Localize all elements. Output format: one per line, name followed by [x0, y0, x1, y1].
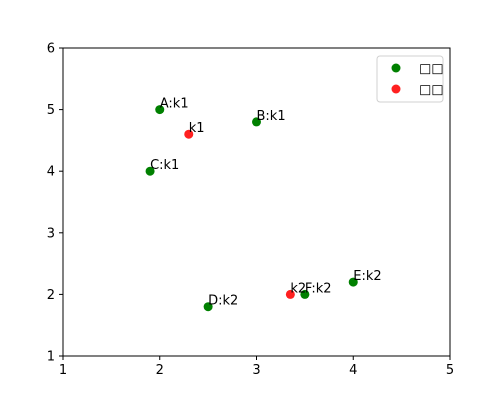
- point-label: k2: [290, 281, 306, 296]
- data-point-series-0: [300, 289, 310, 299]
- x-tick-label: 2: [156, 363, 164, 378]
- data-point-series-0: [145, 166, 155, 176]
- data-point-series-0: [155, 105, 165, 115]
- point-label: A:k1: [160, 97, 189, 112]
- y-tick-label: 5: [47, 103, 55, 118]
- y-tick-label: 2: [47, 288, 55, 303]
- data-point-series-1: [184, 129, 194, 139]
- legend: □□ □□: [376, 55, 444, 103]
- point-label: B:k1: [257, 109, 286, 124]
- axes: 1 2 3 4 5 1 2 3 4 5 6: [47, 42, 454, 379]
- plot-area: A:k1 B:k1 C:k1 D:k2 E:k2 F:k2 k1 k2: [145, 97, 382, 312]
- data-point-series-0: [348, 277, 358, 287]
- y-tick-label: 6: [47, 42, 55, 57]
- x-tick-label: 4: [349, 363, 357, 378]
- legend-marker: [391, 63, 401, 73]
- y-tick-label: 4: [47, 165, 55, 180]
- x-tick-label: 1: [59, 363, 67, 378]
- data-point-series-1: [285, 289, 295, 299]
- data-point-series-0: [252, 117, 261, 127]
- legend-label: □□: [419, 83, 444, 98]
- data-point-series-0: [203, 302, 213, 312]
- point-label: E:k2: [353, 269, 381, 284]
- x-tick-label: 5: [446, 363, 454, 378]
- y-tick-label: 1: [47, 350, 55, 365]
- legend-marker: [391, 84, 401, 94]
- point-label: k1: [189, 121, 205, 136]
- point-label: F:k2: [305, 281, 332, 296]
- point-label: C:k1: [150, 158, 179, 173]
- legend-label: □□: [419, 62, 444, 77]
- point-label: D:k2: [208, 294, 238, 309]
- x-tick-label: 3: [252, 363, 260, 378]
- y-tick-label: 3: [47, 226, 55, 241]
